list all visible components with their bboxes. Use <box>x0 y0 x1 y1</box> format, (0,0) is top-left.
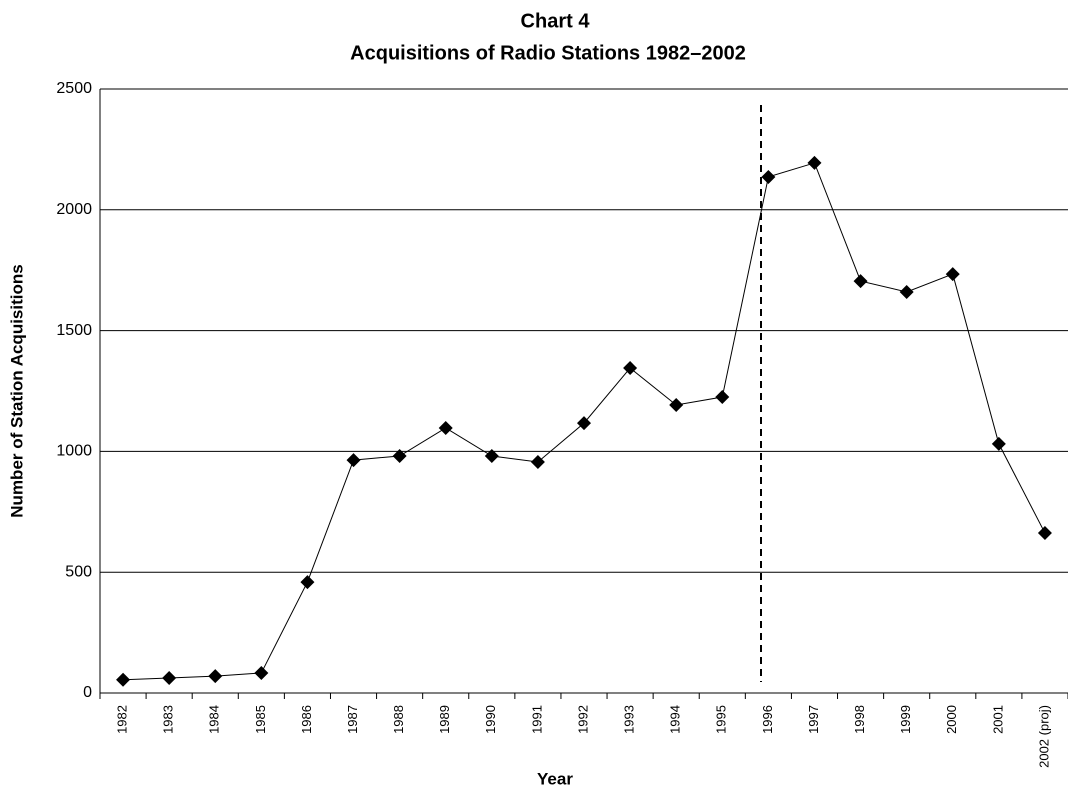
chart-title: Chart 4 <box>521 10 591 32</box>
data-marker <box>116 672 131 687</box>
data-marker <box>300 575 315 590</box>
x-tick-label: 2002 (proj) <box>1036 705 1051 768</box>
y-tick-label: 2000 <box>56 201 92 218</box>
x-tick-label: 1988 <box>391 705 406 734</box>
x-axis-title: Year <box>537 769 573 788</box>
data-marker <box>346 453 361 468</box>
x-tick-label: 1983 <box>161 705 176 734</box>
y-tick-label: 0 <box>83 684 92 701</box>
x-tick-label: 1994 <box>668 705 683 734</box>
data-marker <box>715 390 730 405</box>
x-tick-label: 1985 <box>253 705 268 734</box>
y-tick-label: 2500 <box>56 80 92 97</box>
x-tick-label: 1991 <box>529 705 544 734</box>
chart-subtitle: Acquisitions of Radio Stations 1982–2002 <box>350 42 746 64</box>
y-axis-title: Number of Station Acquisitions <box>7 264 26 517</box>
data-marker <box>899 284 914 299</box>
data-marker <box>807 155 822 170</box>
data-marker <box>761 169 776 184</box>
x-tick-label: 1989 <box>437 705 452 734</box>
x-tick-label: 1993 <box>622 705 637 734</box>
data-marker <box>254 665 269 680</box>
x-tick-label: 1986 <box>299 705 314 734</box>
y-tick-label: 500 <box>65 563 92 580</box>
x-tick-label: 1997 <box>806 705 821 734</box>
data-marker <box>208 669 223 684</box>
data-marker <box>1037 526 1052 541</box>
y-tick-label: 1000 <box>56 443 92 460</box>
data-marker <box>577 416 591 431</box>
x-tick-label: 1999 <box>898 705 913 734</box>
data-marker <box>392 448 407 463</box>
data-marker <box>484 448 499 463</box>
data-marker <box>438 420 453 435</box>
x-tick-label: 1982 <box>114 705 129 734</box>
x-tick-label: 1996 <box>760 705 775 734</box>
data-marker <box>669 398 684 413</box>
x-tick-label: 1992 <box>575 705 590 734</box>
x-tick-label: 1984 <box>207 705 222 734</box>
x-tick-label: 1995 <box>714 705 729 734</box>
data-marker <box>623 361 638 376</box>
x-tick-label: 1998 <box>852 705 867 734</box>
data-marker <box>853 274 868 289</box>
data-marker <box>530 455 545 470</box>
x-tick-label: 1990 <box>483 705 498 734</box>
x-tick-label: 2001 <box>990 705 1005 734</box>
x-tick-label: 2000 <box>944 705 959 734</box>
y-tick-label: 1500 <box>56 322 92 339</box>
data-marker <box>945 267 960 282</box>
data-marker <box>991 436 1006 451</box>
data-marker <box>162 671 177 686</box>
x-tick-label: 1987 <box>345 705 360 734</box>
